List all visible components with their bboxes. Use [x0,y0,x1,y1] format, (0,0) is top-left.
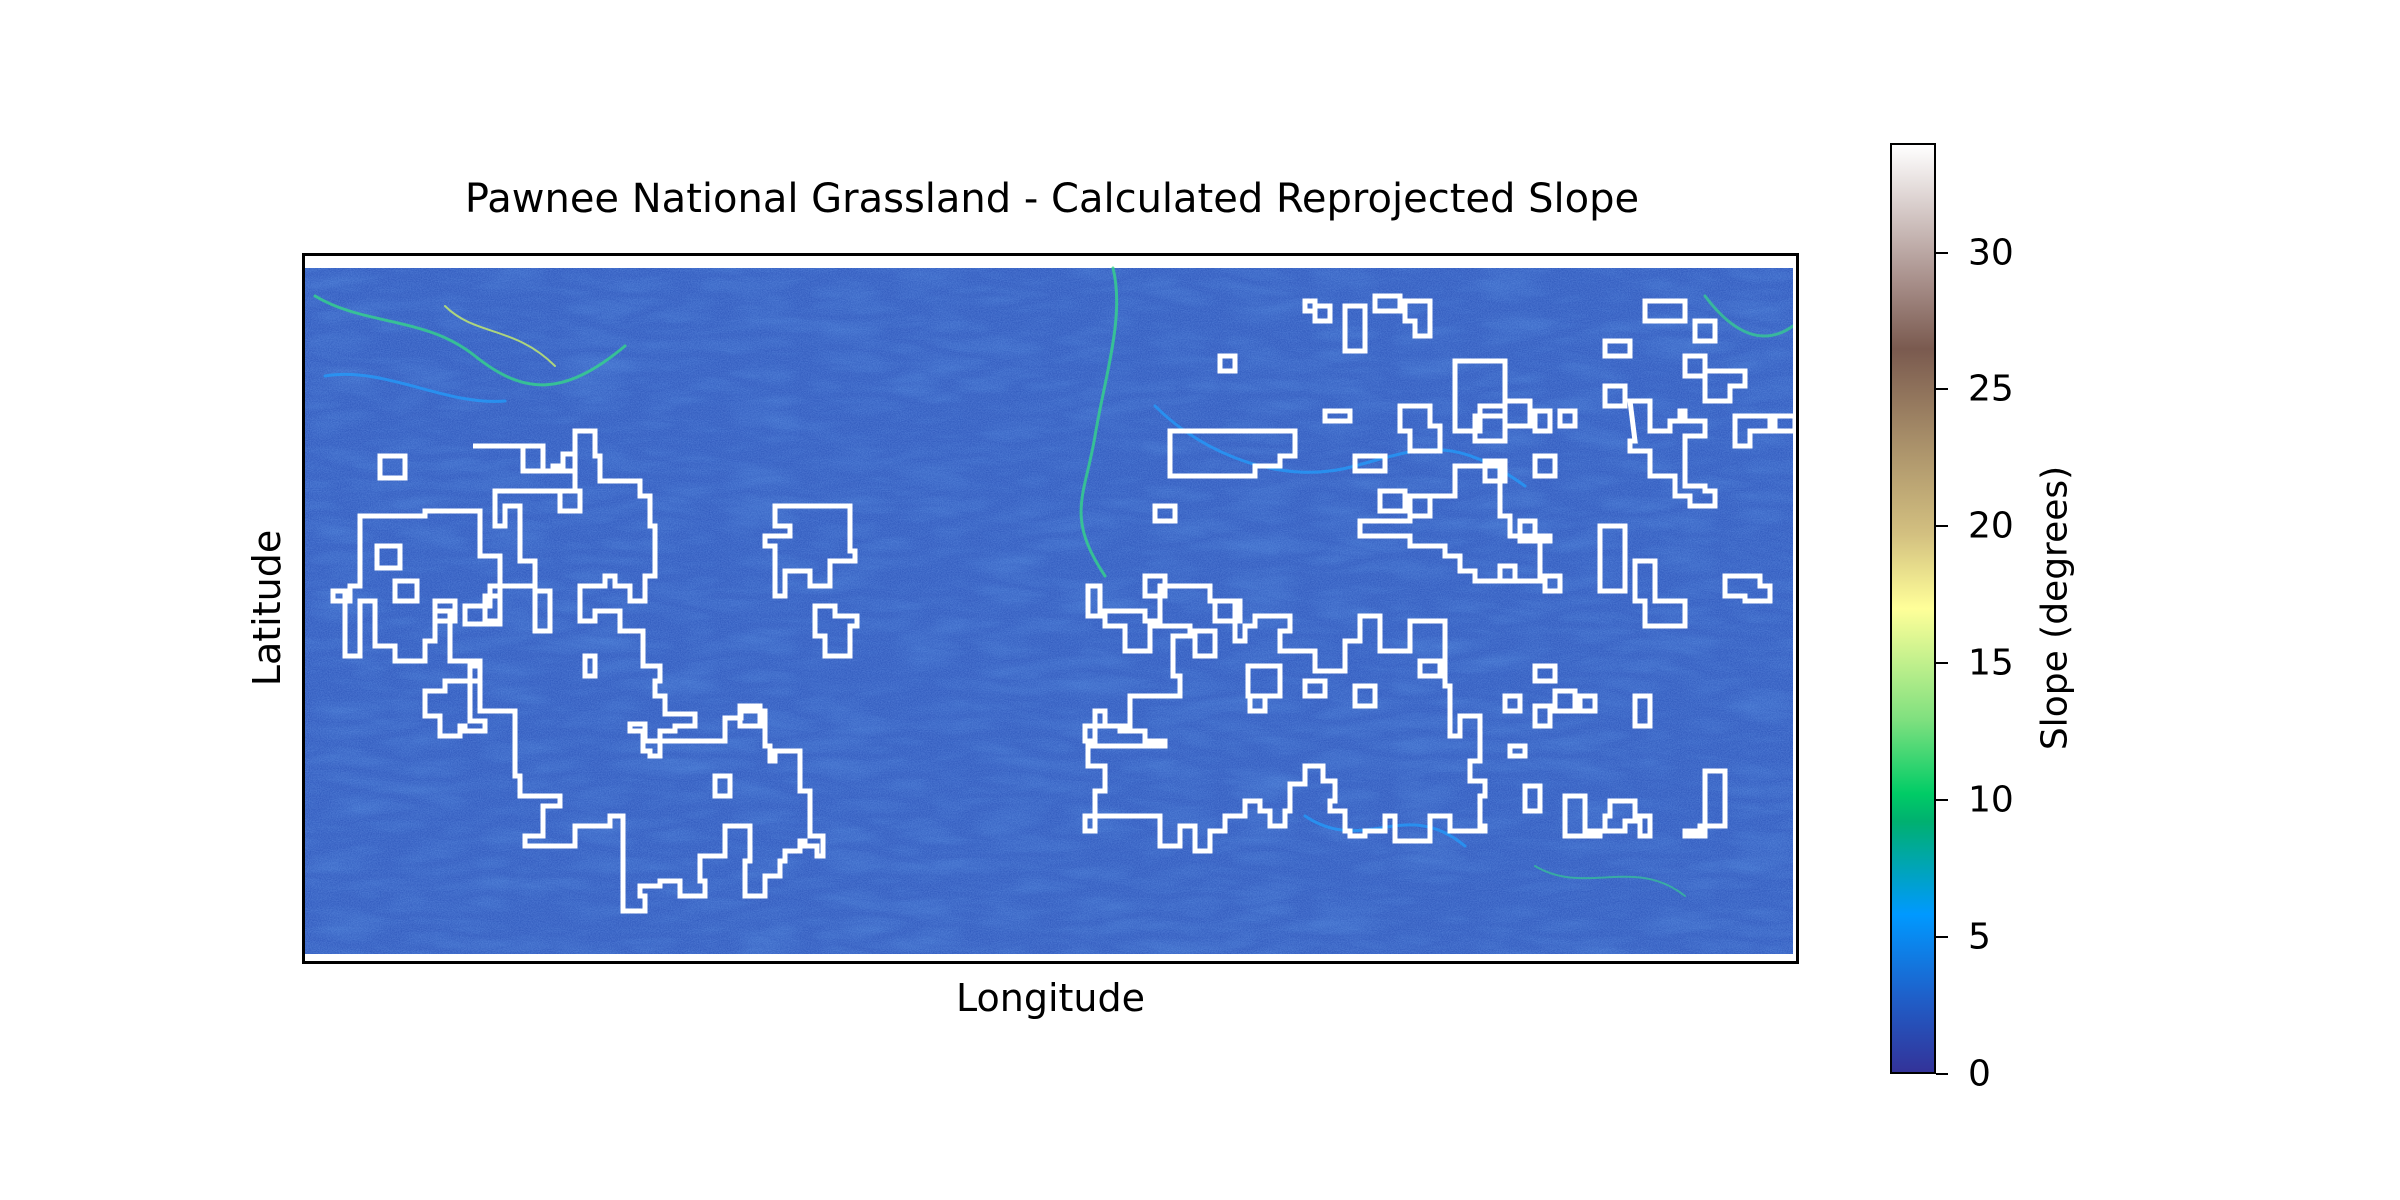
colorbar-tick [1936,799,1948,802]
colorbar-tick-label: 25 [1968,368,2014,410]
colorbar-tick-label: 15 [1968,642,2014,684]
colorbar-tick [1936,251,1948,254]
colorbar-tick-label: 20 [1968,505,2014,547]
colorbar-tick [1936,936,1948,939]
slope-raster-map[interactable] [305,256,1796,961]
colorbar-tick [1936,1073,1948,1075]
colorbar-tick [1936,388,1948,391]
grassland-boundaries [330,293,1796,914]
y-axis-label-text: Latitude [245,529,289,687]
colorbar-label-text: Slope (degrees) [2034,465,2076,751]
colorbar-tick-label: 10 [1968,779,2014,821]
colorbar-tick-label: 30 [1968,232,2014,274]
raster-drainage [305,268,1793,954]
colorbar [1890,143,1936,1074]
colorbar-tick [1936,525,1948,528]
map-panel[interactable] [302,253,1799,964]
colorbar-tick-label: 5 [1968,916,1991,958]
colorbar-tick-label: 0 [1968,1053,1991,1095]
map-title: Pawnee National Grassland - Calculated R… [464,176,1640,222]
x-axis-label: Longitude [956,976,1145,1020]
map-white-edge-right [1793,256,1796,961]
colorbar-tick [1936,662,1948,665]
